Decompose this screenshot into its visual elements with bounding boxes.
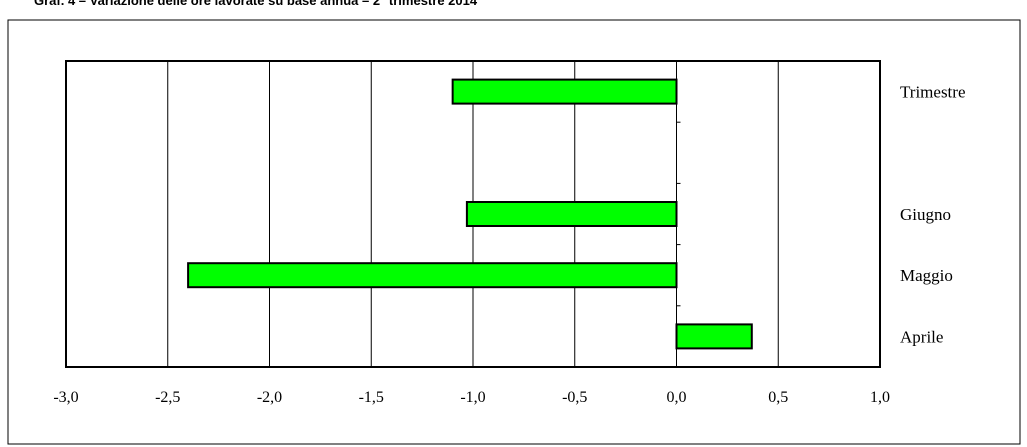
category-label: Trimestre bbox=[900, 83, 966, 102]
bar bbox=[451, 78, 678, 105]
category-labels: Trimestre Giugno Maggio Aprile bbox=[900, 83, 966, 347]
x-tick-label: 1,0 bbox=[870, 389, 890, 406]
bar bbox=[465, 201, 678, 227]
x-tick-label: -2,0 bbox=[257, 389, 282, 406]
x-tick-label: 0,0 bbox=[667, 389, 687, 406]
x-tick-label: 0,5 bbox=[768, 389, 788, 406]
x-tick-label: -1,0 bbox=[460, 389, 485, 406]
category-label: Aprile bbox=[900, 327, 943, 346]
category-label: Giugno bbox=[900, 205, 951, 224]
bar bbox=[675, 323, 753, 350]
chart-title: Graf. 4 – Variazione delle ore lavorate … bbox=[34, 0, 478, 8]
x-axis-tick-labels: -3,0 -2,5 -2,0 -1,5 -1,0 -0,5 0,0 0,5 1,0 bbox=[53, 389, 890, 406]
plot-area bbox=[65, 60, 881, 368]
x-tick-label: -3,0 bbox=[53, 389, 78, 406]
x-tick-label: -0,5 bbox=[562, 389, 587, 406]
x-tick-label: -2,5 bbox=[155, 389, 180, 406]
x-tick-label: -1,5 bbox=[359, 389, 384, 406]
category-label: Maggio bbox=[900, 266, 953, 285]
zero-axis bbox=[676, 121, 681, 307]
bar bbox=[187, 262, 678, 289]
bars bbox=[187, 78, 753, 350]
